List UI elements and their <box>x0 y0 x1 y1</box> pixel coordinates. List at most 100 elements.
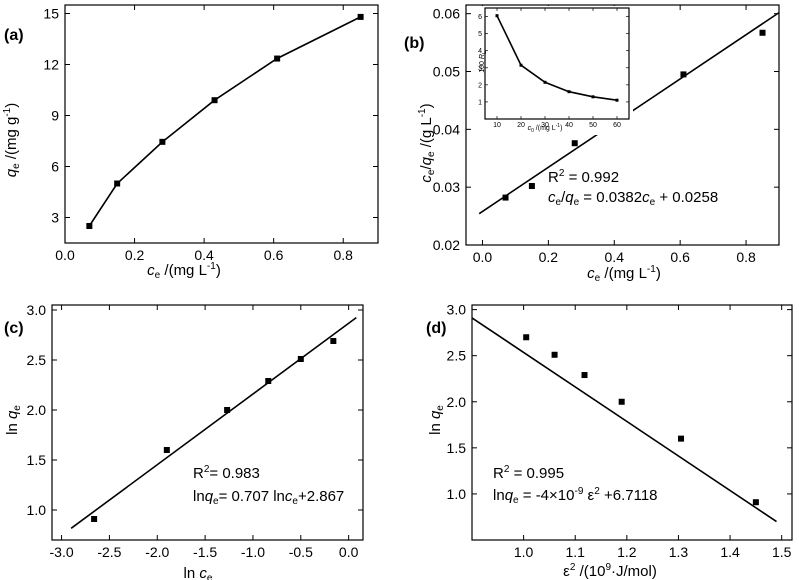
panel-b-inset-data-point <box>543 80 547 84</box>
panel-d-ytick-label: 2.5 <box>447 348 467 364</box>
panel-b-inset-xtick-label: 30 <box>541 122 549 129</box>
panel-b-inset-ytick-label: 3 <box>478 65 482 72</box>
panel-d-ytick-label: 2.0 <box>447 394 467 410</box>
panel-c-plot: -3.0 -2.5 -2.0 -1.5 -1.0 -0.5 0.0 1.0 1.5 2.0 2.5 3… <box>27 302 364 560</box>
panel-d-data-point <box>581 372 588 379</box>
panel-b-inset-xtick-label: 40 <box>565 122 573 129</box>
panel-b-inset-series-line <box>496 15 618 101</box>
panel-d-xlabel: ε2 /(109·J/mol) <box>563 562 657 580</box>
panel-b-inset-data-point <box>567 90 571 94</box>
panel-a-data-point <box>357 13 364 20</box>
panel-a-ytick-label: 6 <box>51 159 59 175</box>
panel-c-xtick-label: -1.0 <box>241 544 265 560</box>
panel-b-data-point <box>571 140 578 147</box>
panel-b-xtick-label: 0.4 <box>605 249 625 265</box>
panel-a-ytick-label: 12 <box>43 57 59 73</box>
panel-c-xtick-label: 0.0 <box>339 544 359 560</box>
panel-d-xtick-label: 1.1 <box>565 544 585 560</box>
panel-b-inset-plot: 10 20 30 40 50 60 1 2 3 4 5 6 <box>478 7 630 129</box>
panel-b-inset-ytick-label: 4 <box>478 48 482 55</box>
panel-b-ytick-label: 0.03 <box>433 179 460 195</box>
panel-a-xtick-label: 0.6 <box>264 247 284 263</box>
panel-d-xtick-label: 1.0 <box>514 544 534 560</box>
panel-a-xtick-label: 0.8 <box>333 247 353 263</box>
panel-c-xlabel: ln ce <box>184 565 213 580</box>
panel-c-xtick-label: -0.5 <box>289 544 313 560</box>
panel-b-ytick-label: 0.06 <box>433 6 460 22</box>
panel-a-frame <box>64 4 379 244</box>
panel-c-ylabel: ln qe <box>4 405 23 435</box>
panel-c-data-point <box>297 356 304 362</box>
panel-b-inset-background <box>471 6 633 135</box>
panel-d-plot: 1.0 1.1 1.2 1.3 1.4 1.5 1.0 1.5 2.0 2.5 3.0 <box>447 302 793 560</box>
panel-d-data-point <box>752 499 759 506</box>
panel-b-ytick-label: 0.05 <box>433 64 460 80</box>
panel-c-xtick-label: -3.0 <box>50 544 74 560</box>
panel-b-data-point <box>502 194 509 201</box>
panel-b-ytick-label: 0.02 <box>433 237 460 253</box>
panel-a-ytick-label: 15 <box>43 6 59 22</box>
panel-b-ylabel: ce/qe /(g L-1) <box>417 103 437 182</box>
panel-a-xtick-label: 0.0 <box>55 247 75 263</box>
panel-b-xtick-label: 0.2 <box>539 249 559 265</box>
panel-a-xtick-label: 0.4 <box>194 247 214 263</box>
panel-d-data-point <box>678 435 685 442</box>
panel-a-plot: 0.0 0.2 0.4 0.6 0.8 3 6 9 12 15 <box>43 4 379 263</box>
panel-c-xtick-label: -1.5 <box>193 544 217 560</box>
panel-a-data-point <box>274 55 281 62</box>
panel-c-xtick-label: -2.0 <box>145 544 169 560</box>
panel-a-letter: (a) <box>4 27 24 44</box>
panel-a-data-point <box>211 97 218 104</box>
panel-c-ytick-label: 2.5 <box>27 352 47 368</box>
panel-b-inset-data-point <box>495 14 499 18</box>
panel-c-ytick-label: 1.0 <box>27 502 47 518</box>
panel-c-letter: (c) <box>4 320 24 337</box>
panel-c-r2: R2= 0.983 <box>193 464 260 482</box>
panel-b-xtick-label: 0.6 <box>670 249 690 265</box>
panel-b-inset-xlabel: c0 /(mg L-1) <box>528 123 563 134</box>
panel-b-r2: R2 = 0.992 <box>548 168 619 186</box>
panel-b-inset-xtick-label: 50 <box>589 122 597 129</box>
panel-c-frame <box>51 304 364 541</box>
panel-c-fit-line <box>70 317 357 529</box>
panel-d-fit-line <box>471 317 777 523</box>
panel-d-ytick-label: 1.5 <box>447 440 467 456</box>
panel-b-inset-ylabel: 100 RL <box>479 51 488 73</box>
panel-b-data-point <box>528 183 535 190</box>
panel-a-xlabel: ce /(mg L-1) <box>147 261 221 281</box>
panel-b-inset-ytick-label: 6 <box>478 14 482 21</box>
figure-labels: (a) qe /(mg g-1) ce /(mg L-1) (b) ce/qe … <box>2 27 718 580</box>
panel-a-ylabel: qe /(mg g-1) <box>2 103 22 178</box>
panel-a-ytick-label: 9 <box>51 108 59 124</box>
panel-b-inset-xtick-label: 10 <box>493 122 501 129</box>
panel-b-frame <box>465 4 780 246</box>
panel-c-ytick-label: 2.0 <box>27 402 47 418</box>
panel-b-inset-frame <box>484 7 630 120</box>
panel-b-xlabel: ce /(mg L-1) <box>587 264 661 284</box>
panel-d-letter: (d) <box>426 320 446 337</box>
panel-b-inset-data-point <box>519 63 523 67</box>
panel-b-inset-ytick-label: 2 <box>478 82 482 89</box>
panel-b-inset-data-point <box>615 98 619 102</box>
panel-c-ytick-label: 1.5 <box>27 452 47 468</box>
panel-c-ytick-label: 3.0 <box>27 302 47 318</box>
panel-a-data-point <box>114 180 121 187</box>
panel-b-data-point <box>680 71 687 78</box>
panel-d-data-point <box>523 334 530 341</box>
panel-d-equation: lnqe = -4×10-9 ε2 +6.7118 <box>493 486 658 506</box>
panel-b-ytick-label: 0.04 <box>433 121 460 137</box>
panel-b-data-point <box>759 29 766 36</box>
panel-b-inset-xtick-label: 60 <box>613 122 621 129</box>
panel-d-xtick-label: 1.3 <box>669 544 689 560</box>
panel-d-data-point <box>618 398 625 405</box>
panel-c-data-point <box>265 378 272 384</box>
panel-a-ytick-label: 3 <box>51 210 59 226</box>
panel-c-xtick-label: -2.5 <box>97 544 121 560</box>
panel-c-data-point <box>224 407 231 413</box>
panel-b-xtick-label: 0.0 <box>473 249 493 265</box>
panel-d-ytick-label: 3.0 <box>447 302 467 318</box>
panel-d-xtick-label: 1.2 <box>617 544 637 560</box>
panel-b-equation: ce/qe = 0.0382ce + 0.0258 <box>548 189 718 208</box>
panel-b-inset-ytick-label: 5 <box>478 31 482 38</box>
panel-d-xtick-label: 1.5 <box>772 544 792 560</box>
